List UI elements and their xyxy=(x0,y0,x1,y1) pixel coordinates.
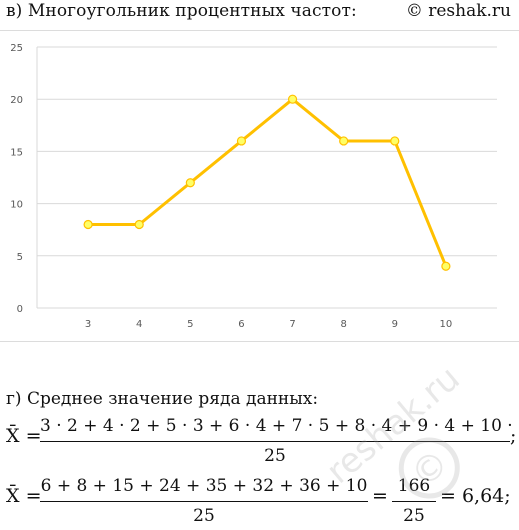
data-point xyxy=(287,94,298,104)
y-tick-label: 20 xyxy=(10,95,23,106)
brand-label: © reshak.ru xyxy=(405,1,511,21)
y-tick-label: 5 xyxy=(17,252,23,263)
header: в) Многоугольник процентных частот: © re… xyxy=(0,0,519,30)
section-title-g: г) Среднее значение ряда данных: xyxy=(6,389,319,409)
numerator-3: 166 xyxy=(397,476,431,496)
denominator-3: 25 xyxy=(403,506,425,526)
y-tick-label: 10 xyxy=(10,200,23,211)
x-tick-label: 7 xyxy=(289,319,295,330)
y-tick-label: 15 xyxy=(10,147,23,158)
chart-area: 0 5 10 15 20 25 3 4 5 6 7 8 9 10 xyxy=(0,30,519,342)
fraction-bar-3 xyxy=(392,501,436,502)
fraction-bar-1 xyxy=(40,441,510,442)
y-tick-label: 0 xyxy=(17,304,23,315)
x-tick-label: 9 xyxy=(392,319,398,330)
mean-symbol-1: X̄ = xyxy=(6,425,42,447)
x-tick-label: 4 xyxy=(136,319,142,330)
data-point xyxy=(390,136,400,146)
fraction-bar-2 xyxy=(40,501,368,502)
data-point xyxy=(339,136,349,146)
series-line xyxy=(88,97,448,267)
data-point xyxy=(83,219,93,230)
x-tick-label: 8 xyxy=(340,319,346,330)
y-tick-label: 25 xyxy=(10,43,23,54)
denominator-2: 25 xyxy=(193,506,215,526)
x-tick-label: 6 xyxy=(238,319,244,330)
x-tick-label: 10 xyxy=(440,319,453,330)
mean-symbol-2: X̄ = xyxy=(6,485,42,507)
semicolon-1: ; xyxy=(510,425,517,447)
x-tick-label: 3 xyxy=(85,319,91,330)
data-point xyxy=(236,136,247,146)
result-value: = 6,64; xyxy=(440,485,511,507)
data-point xyxy=(441,261,451,271)
denominator-1: 25 xyxy=(264,446,286,466)
section-title-v: в) Многоугольник процентных частот: xyxy=(6,1,357,21)
equals-sign: = xyxy=(372,485,388,507)
line-chart: 0 5 10 15 20 25 3 4 5 6 7 8 9 10 xyxy=(10,43,497,330)
numerator-2: 6 + 8 + 15 + 24 + 35 + 32 + 36 + 10 xyxy=(40,476,368,496)
x-tick-label: 5 xyxy=(187,319,193,330)
numerator-1: 3 · 2 + 4 · 2 + 5 · 3 + 6 · 4 + 7 · 5 + … xyxy=(40,416,519,436)
data-point xyxy=(185,178,195,188)
data-point xyxy=(134,219,144,230)
